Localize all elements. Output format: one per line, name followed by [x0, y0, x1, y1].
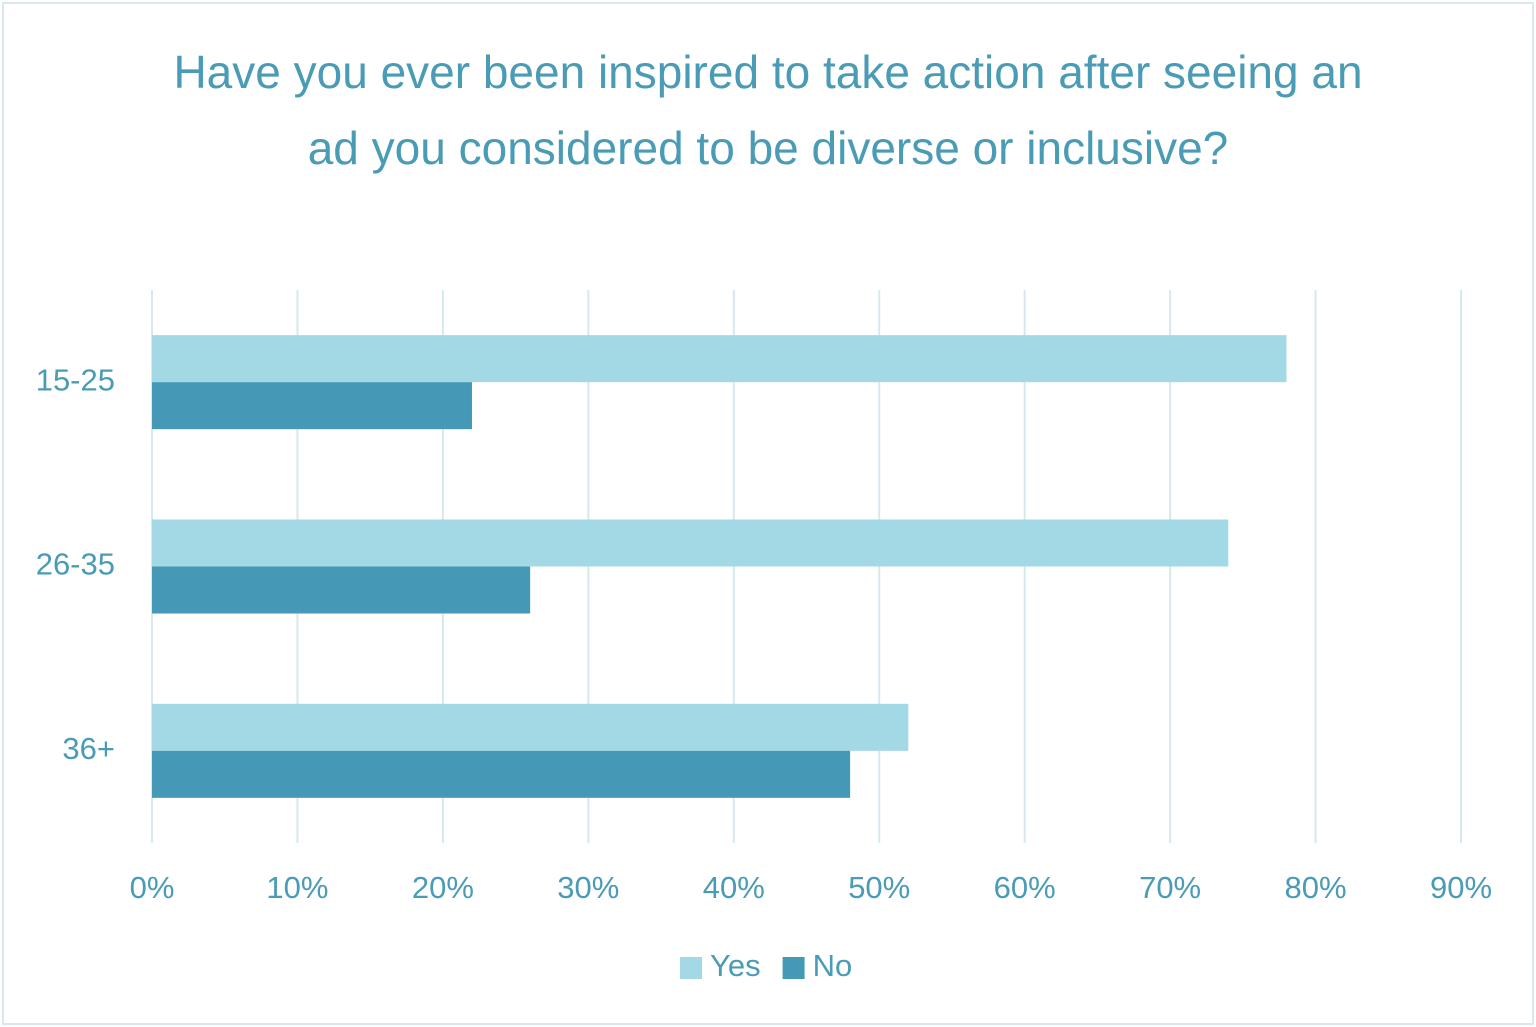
- y-tick-label: 26-35: [36, 547, 115, 582]
- x-tick-label: 50%: [848, 870, 910, 905]
- chart-title: Have you ever been inspired to take acti…: [173, 46, 1363, 174]
- x-tick-label: 70%: [1139, 870, 1201, 905]
- x-tick-label: 60%: [994, 870, 1056, 905]
- y-tick-label: 15-25: [36, 362, 115, 397]
- x-tick-label: 10%: [266, 870, 328, 905]
- x-tick-label: 0%: [130, 870, 175, 905]
- x-tick-label: 30%: [557, 870, 619, 905]
- x-tick-label: 20%: [412, 870, 474, 905]
- legend-swatch: [680, 957, 702, 979]
- bar: [152, 566, 531, 614]
- bar: [152, 519, 1229, 567]
- x-tick-label: 40%: [703, 870, 765, 905]
- bar: [152, 382, 472, 430]
- legend-label: No: [813, 948, 853, 983]
- x-tick-label: 80%: [1285, 870, 1347, 905]
- y-tick-label: 36+: [62, 731, 115, 766]
- x-tick-label: 90%: [1430, 870, 1492, 905]
- bar: [152, 703, 909, 751]
- bar: [152, 750, 851, 798]
- legend-swatch: [782, 957, 805, 979]
- bar: [152, 335, 1287, 383]
- legend-label: Yes: [710, 948, 761, 983]
